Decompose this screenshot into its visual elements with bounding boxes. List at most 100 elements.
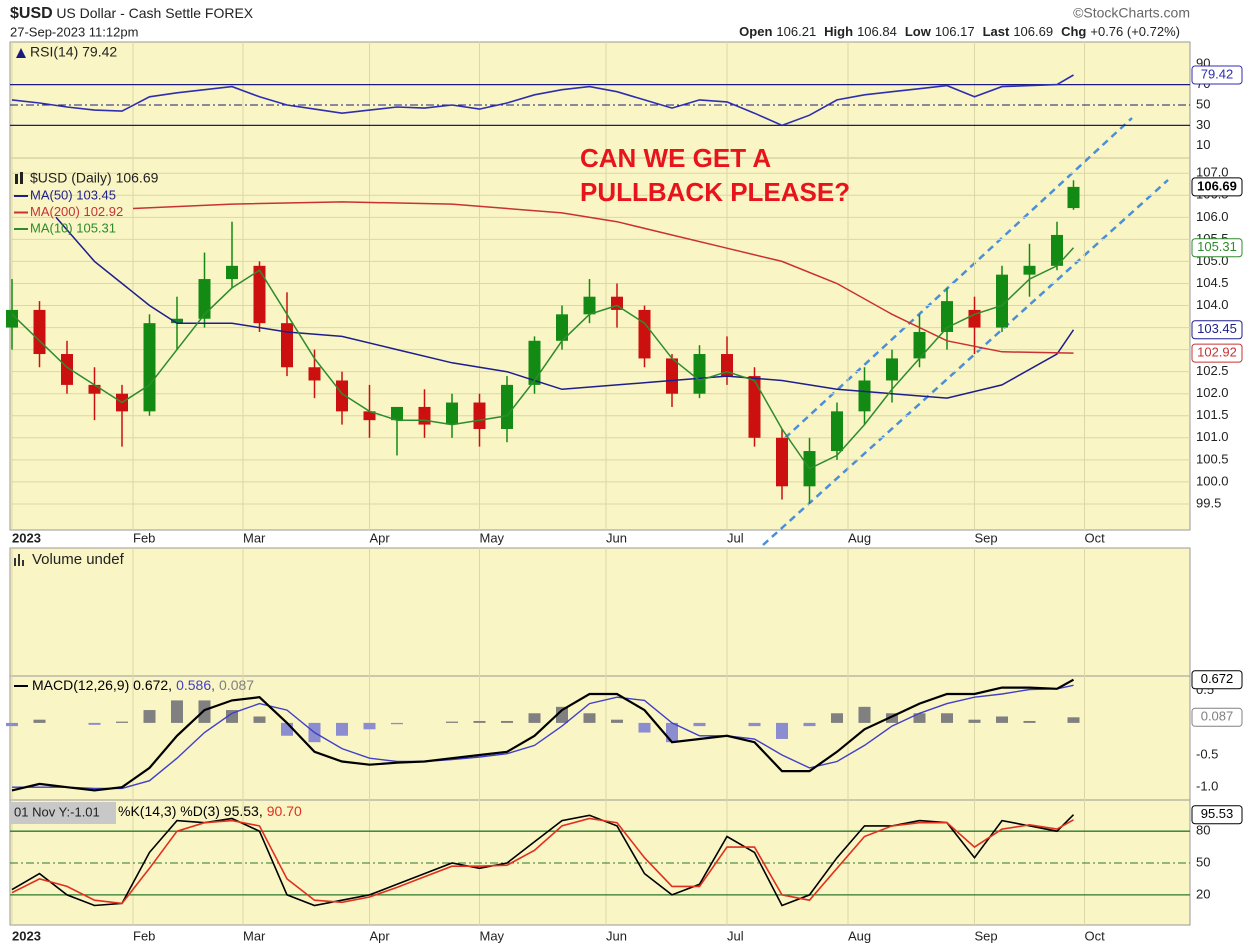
legend-label: MACD(12,26,9) 0.672, [32,677,172,693]
legend-label: %K(14,3) %D(3) 95.53, [118,803,263,819]
candle-body [1051,234,1063,266]
value-tag: 79.42 [1201,66,1234,81]
y-tick-label: 104.5 [1196,275,1229,290]
histogram-bar [281,722,293,736]
value-tag-box [1191,238,1243,258]
value-tag-box [1191,805,1243,825]
candle-body [1023,265,1036,275]
panel-title: Volume undef [32,551,125,568]
y-tick-label: -1.0 [1196,779,1218,794]
value-tag: 95.53 [1201,806,1234,821]
y-tick-label: 50 [1196,854,1210,869]
y-tick-label: 99.5 [1196,495,1221,510]
x-tick-label: Jun [606,928,627,943]
candle-body [171,318,183,324]
histogram-bar [1023,720,1036,723]
x-tick-label: Mar [243,928,266,943]
value-tag: 0.672 [1201,671,1234,686]
histogram-bar [638,722,651,733]
y-tick-label: 101.5 [1196,407,1229,422]
quote-value: 106.17 [935,24,975,39]
value-tag-box [1191,707,1243,727]
legend-label: 0.586, [176,677,215,693]
instrument-name: US Dollar - Cash Settle FOREX [56,5,253,21]
candle-body [143,323,156,412]
histogram-bar [336,722,348,736]
series-line [11,74,1074,127]
candle-body [941,301,953,332]
histogram-bar [666,722,678,743]
legend-label: MA(200) 102.92 [30,204,123,219]
candle-body [446,402,458,425]
y-tick-label: 104.0 [1196,297,1229,312]
histogram-bar [693,722,706,727]
x-tick-label: Oct [1085,928,1106,943]
candle-body [281,323,293,368]
price-rsi-panel [9,41,1191,531]
histogram-bar [968,719,981,723]
quote: Open 106.21 High 106.84 Low 106.17 Last 106.69 C… [739,24,1180,39]
macd-legend: MACD(12,26,9) 0.672, 0.586, 0.087 [32,677,254,693]
candle-body [831,411,843,452]
candle-body [88,384,101,394]
value-tag: 103.45 [1197,321,1237,336]
x-tick-label: Feb [133,530,155,545]
cursor-label: 01 Nov Y:-1.01 [14,804,100,819]
candle-body [996,274,1008,328]
date: 27-Sep-2023 11:12pm [10,24,138,39]
candle-body [363,411,376,421]
y-tick-label: 101.0 [1196,429,1229,444]
x-tick-label: Apr [370,530,391,545]
x-tick-label: Oct [1085,530,1106,545]
value-tag-box [1191,670,1243,690]
candle-body [1067,186,1080,209]
moving-average [55,216,1075,399]
x-tick-label: Mar [243,530,266,545]
value-tag: 106.69 [1197,178,1237,193]
quote-label: Low [905,24,932,39]
cursor-box [10,802,116,824]
quote-value: 106.84 [857,24,897,39]
legend-label: RSI(14) 79.42 [30,44,117,60]
candle-body [253,265,266,324]
histogram-bar [1067,717,1080,723]
candle-body [336,380,348,412]
histogram-bar [611,719,623,723]
y-tick-label: 107.0 [1196,165,1229,180]
header-title: $USD US Dollar - Cash Settle FOREX [10,5,254,23]
candle-body [473,402,486,429]
trend-channel [762,179,1169,546]
histogram-bar [391,722,403,725]
histogram-bar [198,700,211,723]
histogram-bar [226,710,238,723]
x-tick-label: May [480,530,505,545]
x-tick-label: 2023 [12,928,41,943]
histogram-bar [171,700,183,723]
value-tag-box [1191,177,1243,197]
quote-label: High [824,24,853,39]
source: ©StockCharts.com [1073,5,1190,21]
candle-body [776,437,788,487]
value-tag: 0.087 [1201,709,1234,724]
x-tick-label: Aug [848,928,871,943]
quote-value: 106.69 [1013,24,1053,39]
x-tick-label: Sep [975,530,998,545]
histogram-bar [556,706,568,723]
candle-body [226,265,238,280]
candle-body [638,309,651,359]
trend-channel [784,117,1133,439]
candle-body [666,358,678,394]
histogram-bar [858,706,871,723]
candle-body [418,406,431,425]
lower-panels [9,547,1191,926]
symbol: $USD [10,5,53,22]
histogram-bar [776,722,788,739]
y-tick-label: 50 [1196,96,1210,111]
histogram-bar [473,720,486,723]
series-line [11,814,1075,907]
legend-label: 90.70 [267,803,302,819]
histogram-bar [446,721,458,723]
candle-body [501,384,513,429]
